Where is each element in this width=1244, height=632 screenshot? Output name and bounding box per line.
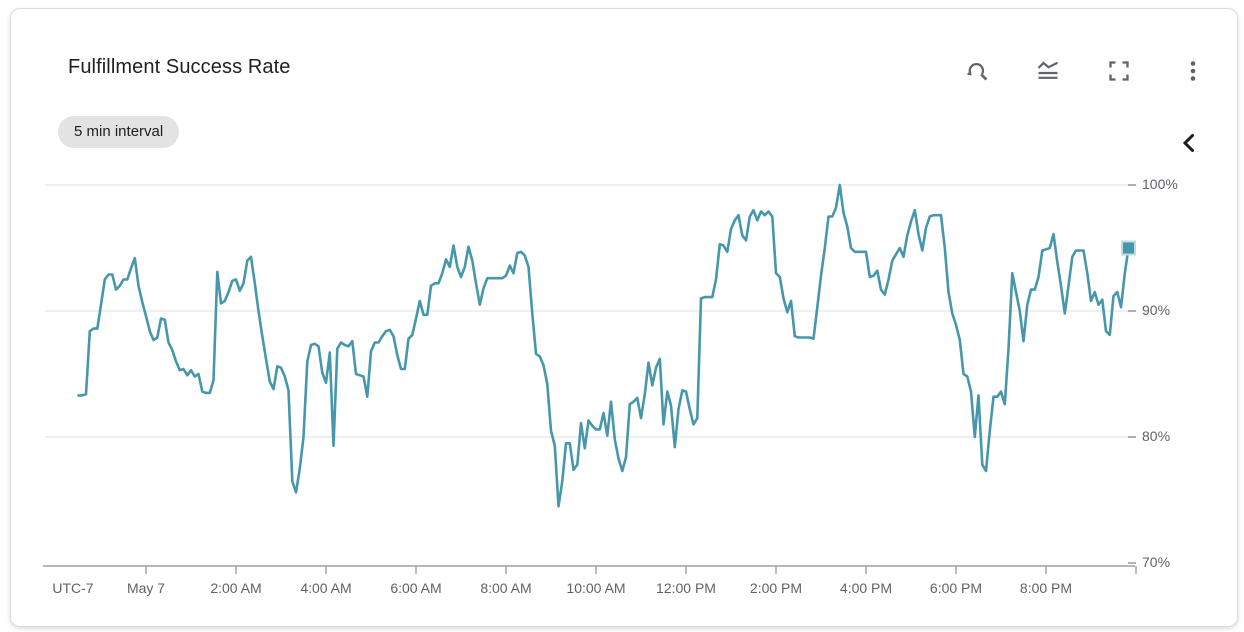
x-axis-label: May 7 xyxy=(126,580,166,596)
x-axis-label: 4:00 AM xyxy=(300,580,352,596)
x-axis-label: 10:00 AM xyxy=(566,580,626,596)
x-axis-label: 6:00 AM xyxy=(390,580,442,596)
y-axis-label: 70% xyxy=(1142,554,1171,570)
x-axis-label: 12:00 PM xyxy=(656,580,716,596)
chart-display-options-icon xyxy=(1034,57,1062,85)
interval-badge: 5 min interval xyxy=(58,116,180,148)
card-toolbar xyxy=(11,57,1237,85)
x-axis-label: 8:00 PM xyxy=(1019,580,1073,596)
timezone-label: UTC-7 xyxy=(52,580,94,596)
more-options-button[interactable] xyxy=(1179,57,1207,85)
chart-display-options-button[interactable] xyxy=(1034,57,1062,85)
more-options-icon xyxy=(1179,57,1207,85)
zoom-reset-button[interactable] xyxy=(963,57,991,85)
y-axis-label: 100% xyxy=(1142,176,1178,192)
x-axis-label: 2:00 PM xyxy=(749,580,803,596)
y-axis-label: 90% xyxy=(1142,302,1171,318)
metric-line xyxy=(77,183,1130,508)
x-axis-label: 8:00 AM xyxy=(480,580,532,596)
x-axis-label: 6:00 PM xyxy=(929,580,983,596)
card-title: Fulfillment Success Rate xyxy=(68,56,291,78)
y-axis-label: 80% xyxy=(1142,428,1171,444)
x-axis-label: 2:00 AM xyxy=(210,580,262,596)
chevron-left-icon xyxy=(1175,134,1203,160)
fullscreen-icon xyxy=(1105,57,1133,85)
x-axis-label: 4:00 PM xyxy=(839,580,893,596)
latest-value-marker xyxy=(1121,240,1136,256)
collapse-panel-button[interactable] xyxy=(1175,129,1203,157)
fullscreen-button[interactable] xyxy=(1105,57,1133,85)
zoom-reset-icon xyxy=(963,57,991,85)
